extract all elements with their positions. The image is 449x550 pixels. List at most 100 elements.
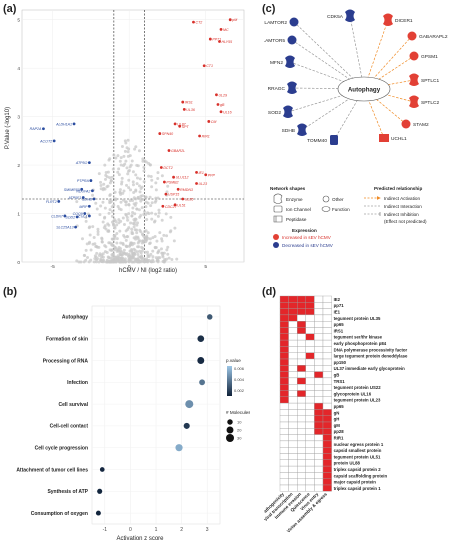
heatmap-cell — [288, 409, 298, 416]
volcano-point-ns — [134, 188, 138, 192]
heatmap-cell — [297, 302, 306, 309]
legend-expression-title: Expression — [292, 228, 317, 233]
volcano-label-down: MRP — [79, 205, 88, 209]
volcano-point-ns — [125, 166, 129, 170]
heatmap-cell — [279, 402, 289, 410]
volcano-point-ns — [146, 201, 150, 205]
volcano-point-ns — [135, 250, 139, 254]
heatmap-cell — [314, 390, 324, 397]
heatmap-cell — [297, 295, 306, 303]
heatmap-cell — [279, 472, 289, 479]
heatmap-cell — [279, 365, 289, 372]
volcano-point-ns — [131, 199, 135, 203]
volcano-point-ns — [135, 207, 139, 211]
heatmap-row-label: glycoprotein UL16 — [334, 391, 372, 396]
network-node-label: DICER1 — [395, 18, 413, 24]
heatmap-cell — [314, 371, 324, 379]
network-legend: Network shapes Enzyme Other Ion Channel … — [270, 186, 427, 248]
heatmap-cell — [305, 484, 315, 492]
heatmap-row-label: nuclear egress protein 1 — [334, 442, 384, 447]
volcano-point-ns — [125, 245, 129, 249]
heatmap-cell — [322, 358, 332, 366]
volcano-point-ns — [156, 214, 160, 218]
volcano-point-up — [181, 100, 185, 104]
heatmap-cell — [305, 390, 315, 397]
volcano-point-ns — [82, 253, 86, 257]
legend-pvalue-tick: 0.006 — [234, 366, 245, 371]
heatmap-cell — [314, 440, 324, 448]
volcano-point-ns — [112, 257, 116, 261]
legend-peptidase: Peptidase — [286, 217, 307, 222]
volcano-point-ns — [99, 184, 103, 188]
volcano-point-ns — [100, 240, 104, 244]
heatmap-cell — [297, 484, 306, 492]
legend-expr-down: Decreased in sEV hCMV — [282, 243, 334, 248]
volcano-label-up: MC — [223, 28, 229, 32]
volcano-point-ns — [153, 235, 157, 239]
heatmap-row-label: TRS1 — [334, 379, 346, 384]
heatmap-cell — [305, 440, 315, 448]
heatmap-cell — [314, 308, 324, 316]
heatmap-row-label: tegument protein US22 — [334, 385, 382, 390]
volcano-point-ns — [110, 210, 114, 214]
heatmap-cell — [297, 434, 306, 442]
bubble-category-label: Synthesis of ATP — [47, 489, 88, 495]
volcano-point-ns — [121, 241, 125, 245]
volcano-point-ns — [86, 256, 90, 260]
volcano-point-ns — [138, 184, 142, 188]
heatmap-cell — [279, 371, 289, 379]
volcano-point-ns — [137, 260, 141, 264]
volcano-point-up — [182, 107, 186, 111]
volcano-point-ns — [131, 260, 135, 264]
volcano-label-down: SDHB — [82, 198, 93, 202]
volcano-point-ns — [127, 178, 131, 182]
bubble-x-tick-label: 2 — [180, 527, 183, 533]
heatmap-cell — [322, 396, 332, 404]
volcano-point-ns — [156, 196, 160, 200]
heatmap-cell — [279, 314, 289, 322]
bubble-point — [183, 422, 190, 429]
heatmap-cell — [297, 409, 306, 416]
bubble-category-label: Cell-cell contact — [50, 424, 89, 430]
volcano-point-ns — [149, 252, 153, 256]
legend-rel-indirect: Indirect Interaction — [384, 204, 422, 209]
network-node-label: LAMTOR5 — [264, 38, 285, 44]
heatmap-cell — [279, 358, 289, 366]
bubble-x-tick-label: 3 — [206, 527, 209, 533]
volcano-label-up: IRS1 — [185, 101, 193, 105]
volcano-point-ns — [146, 211, 150, 215]
volcano-point-ns — [75, 259, 79, 263]
volcano-label-up: UL36 — [186, 108, 195, 112]
volcano-point-ns — [132, 225, 136, 229]
volcano-point-ns — [116, 205, 120, 209]
volcano-point-ns — [137, 239, 141, 243]
volcano-point-ns — [131, 251, 135, 255]
legend-size-dot — [225, 433, 235, 443]
volcano-x-tick-label: -5 — [50, 264, 55, 270]
volcano-point-ns — [155, 239, 159, 243]
heatmap-cell — [288, 358, 298, 366]
heatmap-cell — [297, 453, 306, 460]
heatmap-cell — [279, 302, 289, 309]
volcano-point-ns — [157, 211, 161, 215]
volcano-point-ns — [107, 241, 111, 245]
volcano-point-ns — [137, 255, 141, 259]
heatmap-cell — [305, 465, 315, 473]
heatmap-cell — [297, 447, 306, 454]
network-edge — [363, 88, 415, 103]
volcano-point-ns — [112, 203, 116, 207]
bubble-point — [95, 510, 101, 516]
heatmap-cell — [322, 333, 332, 341]
volcano-point-ns — [126, 154, 130, 158]
heatmap-cell — [314, 472, 324, 479]
volcano-x-tick-label: 5 — [204, 264, 207, 270]
volcano-point-ns — [102, 182, 106, 186]
volcano-point-down — [81, 196, 85, 199]
volcano-point-ns — [94, 201, 98, 205]
heatmap-cell — [279, 459, 289, 467]
volcano-point-down — [87, 214, 91, 218]
volcano-point-ns — [107, 211, 111, 215]
volcano-point-ns — [131, 183, 135, 187]
heatmap-cell — [314, 321, 324, 328]
node-enzyme-icon — [409, 73, 419, 86]
